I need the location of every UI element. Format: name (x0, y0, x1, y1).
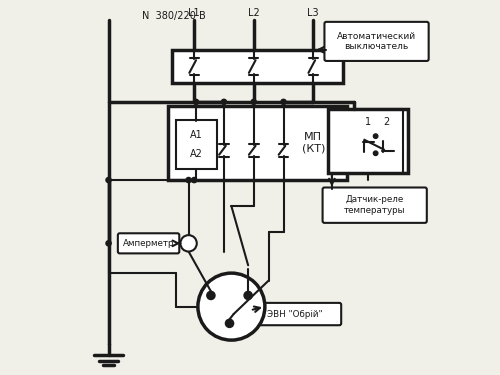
Bar (172, 50, 343, 83)
Text: Автоматический
выключатель: Автоматический выключатель (337, 32, 416, 51)
Text: ЭВН "Обрій": ЭВН "Обрій" (267, 309, 322, 318)
Text: 1: 1 (365, 117, 371, 128)
Circle shape (180, 235, 197, 252)
FancyBboxPatch shape (324, 22, 428, 61)
Circle shape (192, 177, 197, 183)
Circle shape (222, 99, 226, 105)
Circle shape (226, 319, 234, 327)
FancyBboxPatch shape (118, 233, 180, 254)
Text: A2: A2 (190, 149, 202, 159)
FancyBboxPatch shape (248, 303, 341, 325)
Bar (328, 110, 408, 172)
FancyBboxPatch shape (322, 188, 427, 223)
Text: L1: L1 (188, 8, 200, 18)
Bar (168, 106, 347, 180)
Circle shape (374, 151, 378, 156)
Text: N  380/220 В: N 380/220 В (142, 11, 206, 21)
Circle shape (186, 177, 191, 183)
Circle shape (244, 291, 252, 300)
Text: L3: L3 (308, 8, 319, 18)
Bar (176, 120, 216, 169)
Text: Амперметр: Амперметр (122, 239, 174, 248)
Circle shape (106, 241, 111, 246)
Text: L2: L2 (248, 8, 260, 18)
Circle shape (374, 134, 378, 138)
Text: МП
(КТ): МП (КТ) (302, 132, 325, 154)
Circle shape (207, 291, 215, 300)
Text: Датчик-реле
температуры: Датчик-реле температуры (344, 195, 406, 215)
Text: 2: 2 (384, 117, 390, 128)
Circle shape (281, 99, 286, 105)
Circle shape (198, 273, 265, 340)
Text: A1: A1 (190, 130, 202, 140)
Circle shape (194, 99, 198, 105)
Circle shape (106, 177, 111, 183)
Circle shape (251, 99, 256, 105)
